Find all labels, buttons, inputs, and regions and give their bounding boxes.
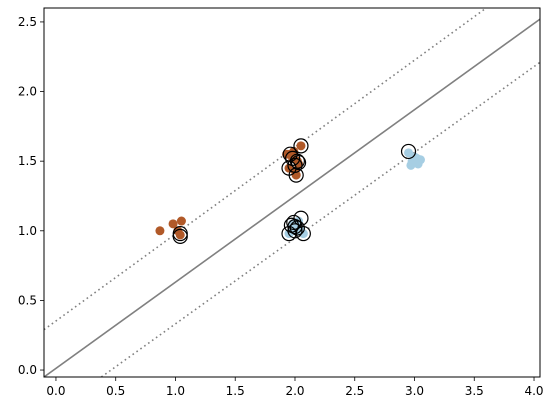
x-tick-label: 0.0 [46,384,65,398]
margin-line [100,61,540,377]
support-vector-ring [288,167,304,183]
support-vector-ring [287,157,303,173]
x-tick-label: 2.0 [285,384,304,398]
x-tick-label: 2.5 [345,384,364,398]
y-tick-label: 1.0 [18,224,37,238]
axes-frame [43,7,541,378]
data-point [410,152,420,162]
y-tick-label: 2.0 [18,85,37,99]
y-tick-label: 1.5 [18,154,37,168]
data-point [168,219,178,229]
support-vector-ring [293,138,309,154]
support-vector-ring [295,225,311,242]
support-vector-ring [283,217,300,233]
x-tick-label: 3.0 [405,384,424,398]
support-vector-ring [172,228,188,244]
data-point [155,226,165,236]
data-point [413,159,423,169]
data-point [175,230,185,240]
y-tick-label: 0.5 [18,293,37,307]
x-tick-label: 1.5 [226,384,245,398]
x-tick-label: 0.5 [106,384,125,398]
y-tick-label: 2.5 [18,15,37,29]
data-point [176,216,186,226]
support-vector-ring [290,154,307,171]
x-tick-label: 3.5 [465,384,484,398]
decision-boundary-line [44,18,540,377]
data-point [406,160,416,170]
y-tick-label: 0.0 [18,363,37,377]
x-tick-label: 4.0 [524,384,543,398]
data-point [296,141,306,151]
x-tick-label: 1.0 [166,384,185,398]
support-vector-ring [400,143,417,160]
